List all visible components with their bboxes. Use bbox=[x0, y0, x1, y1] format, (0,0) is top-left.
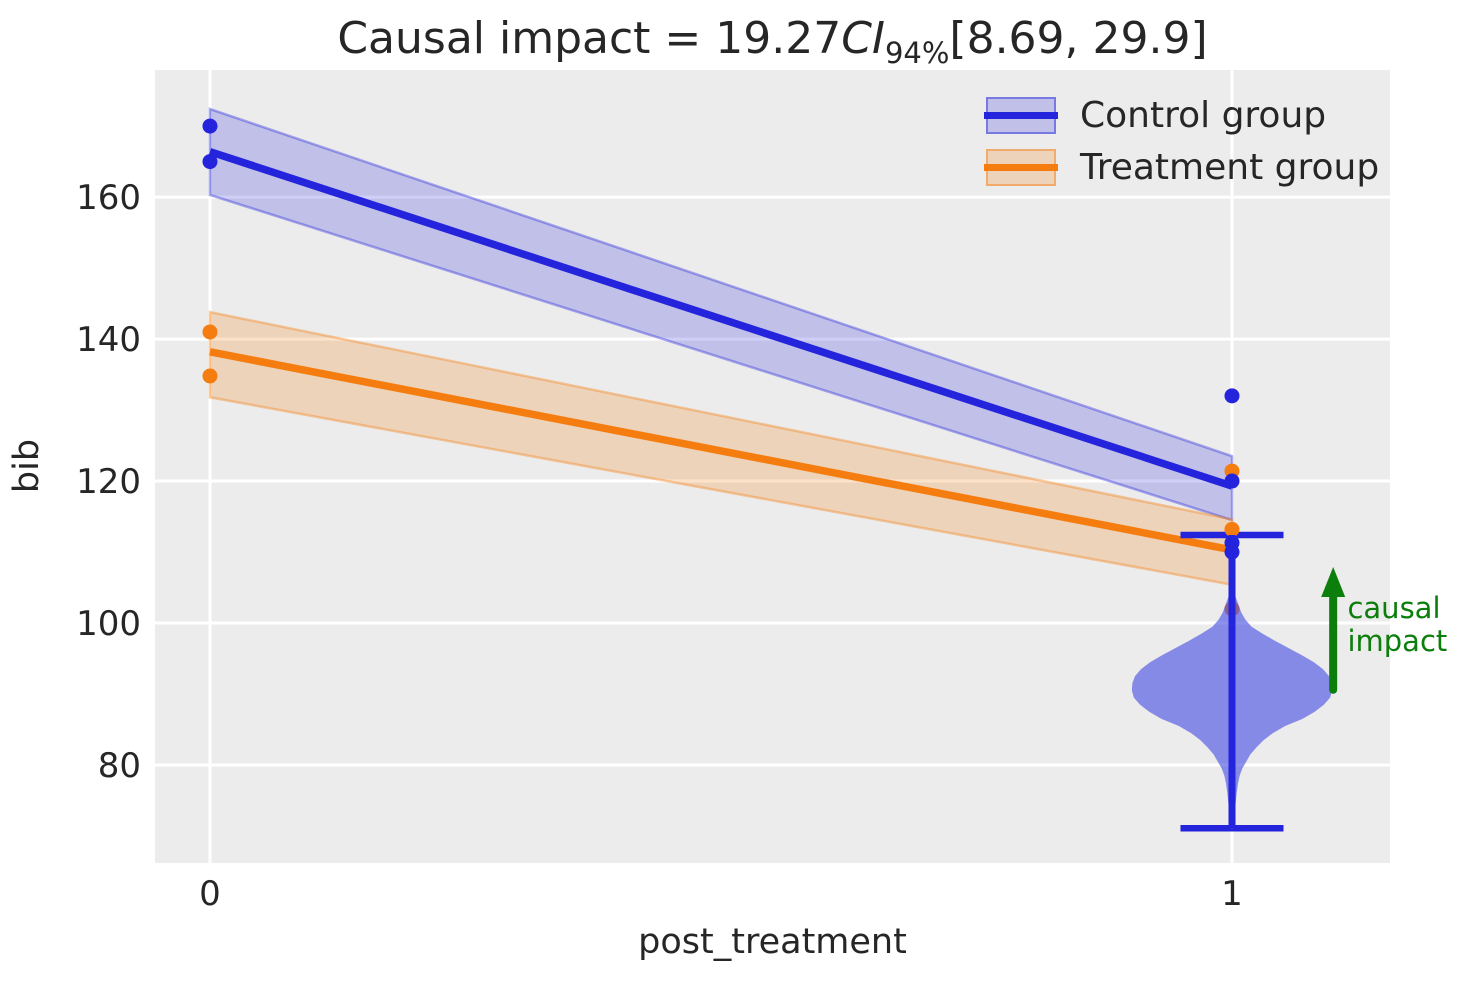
legend-item-control: Control group bbox=[984, 95, 1379, 136]
y-tick-label: 100 bbox=[76, 604, 141, 644]
control-scatter-point bbox=[1224, 388, 1240, 404]
control-scatter-point bbox=[202, 118, 218, 134]
legend-label-treatment: Treatment group bbox=[1080, 147, 1380, 188]
ci-subscript: 94% bbox=[884, 35, 950, 70]
legend-label-control: Control group bbox=[1080, 95, 1327, 136]
y-axis-label: bib bbox=[7, 439, 47, 493]
treatment-scatter-point bbox=[1224, 521, 1240, 537]
x-tick-label: 0 bbox=[199, 874, 221, 914]
causal-impact-label: impact bbox=[1347, 624, 1447, 658]
y-tick-label: 140 bbox=[76, 320, 141, 360]
treatment-scatter-point bbox=[202, 368, 218, 384]
x-tick-label: 1 bbox=[1221, 874, 1243, 914]
treatment-scatter-point bbox=[202, 324, 218, 340]
control-scatter-point bbox=[202, 154, 218, 170]
legend-swatch-treatment bbox=[984, 149, 1058, 186]
causal-impact-label: causal bbox=[1347, 591, 1440, 625]
title-prefix: Causal impact = 19.27 bbox=[337, 13, 842, 64]
chart-title: Causal impact = 19.27CI94%[8.69, 29.9] bbox=[155, 13, 1390, 70]
control-scatter-point bbox=[1224, 473, 1240, 489]
causal-impact-arrow-head bbox=[1321, 566, 1346, 597]
legend-line-treatment bbox=[984, 164, 1058, 171]
ci-symbol: CI bbox=[841, 13, 885, 64]
legend-swatch-control bbox=[984, 97, 1058, 134]
control-trend-line bbox=[208, 148, 1234, 490]
legend-item-treatment: Treatment group bbox=[984, 147, 1380, 188]
y-tick-label: 160 bbox=[76, 178, 141, 218]
ci-interval: [8.69, 29.9] bbox=[949, 13, 1208, 64]
treatment-trend-line bbox=[209, 348, 1233, 554]
legend-line-control bbox=[984, 112, 1058, 119]
x-axis-label: post_treatment bbox=[638, 922, 907, 962]
legend: Control group Treatment group bbox=[984, 95, 1380, 199]
y-tick-label: 80 bbox=[98, 746, 141, 786]
y-tick-label: 120 bbox=[76, 462, 141, 502]
